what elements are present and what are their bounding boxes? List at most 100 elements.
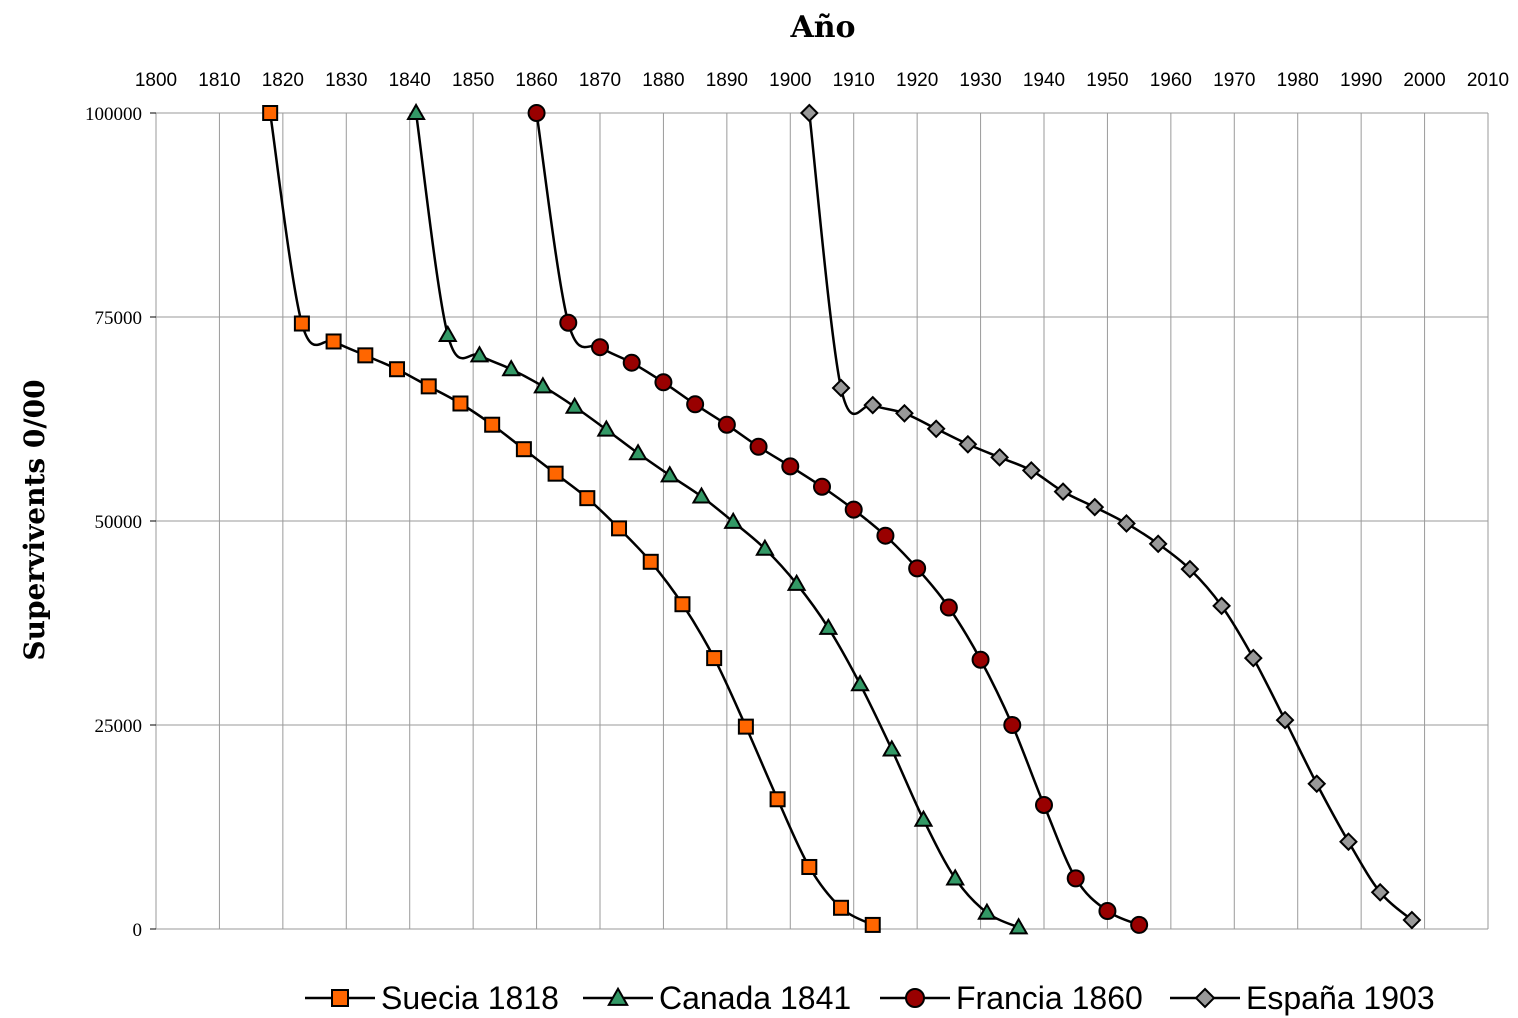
data-point	[452, 395, 469, 412]
x-tick-label: 1970	[1213, 70, 1255, 91]
data-point	[706, 650, 723, 667]
legend-label: España 1903	[1246, 980, 1435, 1016]
y-axis-label: Supervivents 0/00	[18, 379, 51, 660]
data-point	[799, 103, 819, 123]
legend-item: Canada 1841	[583, 980, 851, 1016]
data-point	[939, 598, 958, 617]
data-point	[1053, 482, 1073, 502]
data-point	[293, 315, 310, 332]
data-point	[1008, 917, 1029, 935]
y-tick-label: 100000	[85, 104, 142, 125]
data-point	[1180, 559, 1200, 579]
data-point	[755, 538, 775, 556]
series-line	[535, 112, 1140, 927]
x-tick-label: 1930	[959, 70, 1001, 91]
data-point	[769, 791, 786, 808]
series-triangle	[406, 102, 1029, 935]
data-point	[325, 333, 342, 350]
legend-label: Francia 1860	[956, 980, 1143, 1016]
data-point	[1307, 774, 1327, 794]
x-tick-label: 1880	[642, 70, 684, 91]
data-point	[262, 105, 279, 121]
data-point	[818, 617, 839, 635]
data-point	[1085, 497, 1105, 517]
x-tick-label: 1800	[135, 70, 177, 91]
data-point	[971, 650, 990, 669]
legend-marker	[331, 989, 349, 1007]
legend-item: Suecia 1818	[305, 980, 559, 1016]
data-point	[357, 347, 374, 364]
data-point	[908, 559, 927, 578]
data-point	[484, 416, 501, 433]
x-tick-label: 1830	[325, 70, 367, 91]
data-point	[977, 902, 997, 920]
data-point	[1003, 716, 1022, 734]
x-tick-label: 1840	[389, 70, 431, 91]
data-point	[1021, 460, 1041, 480]
legend-item: Francia 1860	[880, 980, 1143, 1016]
y-tick-label: 75000	[95, 308, 143, 329]
data-point	[691, 486, 712, 504]
series-line	[808, 112, 1413, 921]
data-point	[1370, 882, 1390, 902]
x-tick-label: 1950	[1086, 70, 1128, 91]
series-diamond	[799, 103, 1422, 930]
data-point	[1339, 832, 1358, 852]
data-point	[723, 511, 743, 529]
data-point	[1130, 915, 1149, 934]
data-point	[642, 553, 659, 570]
data-point	[622, 353, 641, 372]
data-point	[813, 477, 831, 496]
data-point	[564, 396, 585, 414]
legend-marker	[607, 986, 629, 1006]
x-tick-label: 1870	[579, 70, 621, 91]
gridlines	[155, 112, 1489, 930]
data-point	[1035, 795, 1053, 814]
x-tick-label: 1890	[706, 70, 748, 91]
y-tick-label: 0	[133, 920, 143, 941]
data-point	[533, 376, 553, 394]
legend-marker	[1194, 987, 1216, 1009]
data-point	[737, 718, 754, 735]
data-point	[831, 378, 851, 398]
data-point	[958, 434, 978, 454]
y-tick-label: 50000	[95, 512, 143, 533]
data-point	[1402, 910, 1422, 930]
series-square	[262, 105, 881, 933]
series-circle	[527, 104, 1149, 934]
x-tick-label: 1900	[769, 70, 811, 91]
x-tick-label: 1940	[1023, 70, 1065, 91]
y-tick-label: 25000	[95, 716, 143, 737]
data-point	[850, 674, 870, 692]
data-point	[895, 403, 914, 423]
data-point	[1275, 710, 1295, 730]
data-point	[863, 395, 883, 415]
series-line	[414, 112, 1020, 929]
series-group	[262, 102, 1422, 935]
x-tick-label: 1810	[198, 70, 240, 91]
data-point	[469, 345, 490, 363]
data-point	[876, 526, 895, 545]
x-tick-label: 1860	[515, 70, 557, 91]
data-point	[1098, 902, 1117, 921]
data-point	[654, 373, 673, 392]
data-point	[686, 395, 705, 414]
data-point	[990, 447, 1010, 467]
data-point	[913, 809, 934, 827]
data-point	[801, 858, 818, 875]
data-point	[579, 490, 596, 507]
data-point	[559, 313, 578, 332]
x-tick-label: 1990	[1340, 70, 1382, 91]
data-point	[1243, 648, 1263, 668]
data-point	[786, 573, 807, 591]
x-tick-label: 2010	[1467, 70, 1509, 91]
x-tick-label: 1820	[262, 70, 304, 91]
legend: Suecia 1818 Canada 1841 Francia 1860 España…	[305, 980, 1435, 1016]
data-point	[945, 868, 965, 886]
data-point	[844, 500, 863, 519]
data-point	[1117, 514, 1136, 533]
x-tick-label: 1850	[452, 70, 494, 91]
data-point	[1212, 596, 1232, 616]
data-point	[547, 465, 564, 482]
